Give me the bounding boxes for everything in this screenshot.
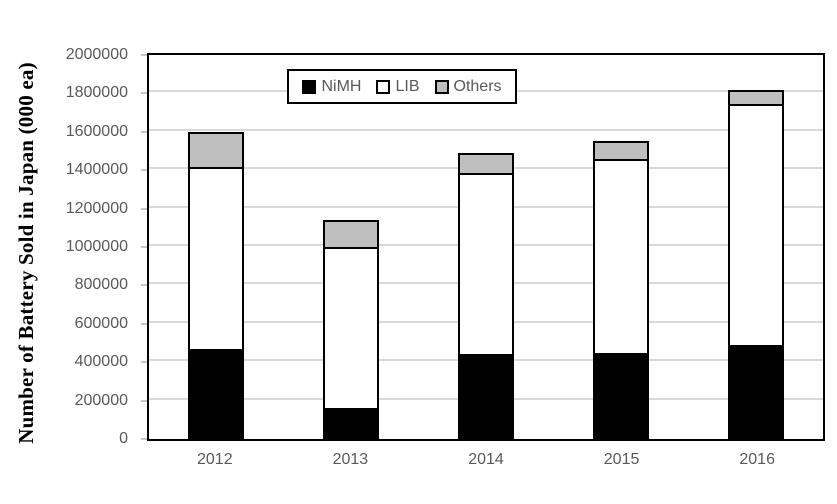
axis-tick-mark [141, 169, 147, 172]
x-axis-tick-labels: 2012 2013 2014 2015 2016 [147, 451, 825, 469]
bar-segment-lib [188, 167, 245, 351]
x-axis-tick-label: 2013 [332, 451, 369, 468]
y-axis-tick-label: 400000 [74, 353, 128, 371]
legend-swatch-lib-icon [376, 79, 391, 94]
bar-2015 [592, 141, 649, 439]
bar-series-container [149, 55, 823, 439]
axis-tick-mark [141, 207, 147, 210]
bar-category-2014 [419, 55, 554, 439]
bar-category-2013 [284, 55, 419, 439]
bar-segment-lib [727, 104, 784, 347]
legend-item-nimh: NiMH [302, 77, 362, 95]
x-axis-tick-label: 2014 [468, 451, 504, 468]
x-axis-tick-label: 2016 [739, 451, 775, 468]
axis-tick-mark [141, 399, 147, 402]
bar-category-2016 [688, 55, 823, 439]
bar-2012 [188, 132, 245, 439]
bar-2016 [727, 90, 784, 439]
axis-tick-mark [141, 438, 147, 440]
axis-tick-mark [141, 54, 147, 56]
axis-tick-mark [141, 361, 147, 364]
y-axis-tick-label: 200000 [74, 391, 128, 409]
legend-item-others: Others [434, 77, 502, 95]
y-axis-tick-label: 600000 [74, 314, 128, 332]
legend-label-others: Others [453, 77, 502, 95]
y-axis-tick-label: 1800000 [65, 84, 128, 102]
y-axis-tick-label: 1400000 [65, 161, 128, 179]
axis-tick-mark [141, 322, 147, 325]
bar-2014 [457, 153, 514, 439]
legend-swatch-nimh-icon [302, 79, 317, 94]
legend-swatch-others-icon [434, 79, 449, 94]
bar-segment-nimh [323, 410, 380, 439]
bar-segment-nimh [188, 351, 245, 439]
bar-segment-lib [592, 159, 649, 355]
axis-tick-mark [141, 246, 147, 248]
bar-segment-others [188, 132, 245, 167]
bar-segment-others [727, 90, 784, 104]
y-axis-tick-labels: 0 200000 400000 600000 800000 1000000 1200000 1… [0, 46, 137, 447]
legend-item-lib: LIB [376, 77, 420, 95]
axis-tick-mark [141, 284, 147, 287]
y-axis-tick-label: 1000000 [65, 238, 128, 255]
bar-category-2015 [553, 55, 688, 439]
bar-segment-others [592, 141, 649, 159]
bar-segment-nimh [727, 347, 784, 439]
bar-2013 [323, 220, 380, 439]
axis-tick-mark [141, 130, 147, 133]
axis-tick-mark [141, 92, 147, 95]
bar-segment-others [457, 153, 514, 173]
x-axis-tick-label: 2015 [603, 451, 640, 468]
bar-segment-nimh [592, 355, 649, 439]
legend-label-nimh: NiMH [321, 77, 362, 95]
legend-label-lib: LIB [395, 77, 420, 95]
bar-category-2012 [149, 55, 284, 439]
bar-segment-lib [457, 173, 514, 356]
y-axis-tick-label: 2000000 [65, 46, 128, 63]
legend: NiMH LIB Others [287, 69, 517, 104]
y-axis-tick-marks [141, 54, 147, 440]
plot-area: NiMH LIB Others [147, 53, 825, 441]
x-axis-tick-label: 2012 [197, 451, 233, 468]
bar-segment-lib [323, 247, 380, 410]
bar-segment-others [323, 220, 380, 247]
y-axis-tick-label: 800000 [74, 276, 128, 294]
bar-segment-nimh [457, 356, 514, 439]
y-axis-tick-label: 1600000 [65, 122, 128, 140]
y-axis-tick-label: 0 [119, 430, 128, 447]
gridline [149, 128, 823, 131]
y-axis-tick-label: 1200000 [65, 199, 128, 217]
